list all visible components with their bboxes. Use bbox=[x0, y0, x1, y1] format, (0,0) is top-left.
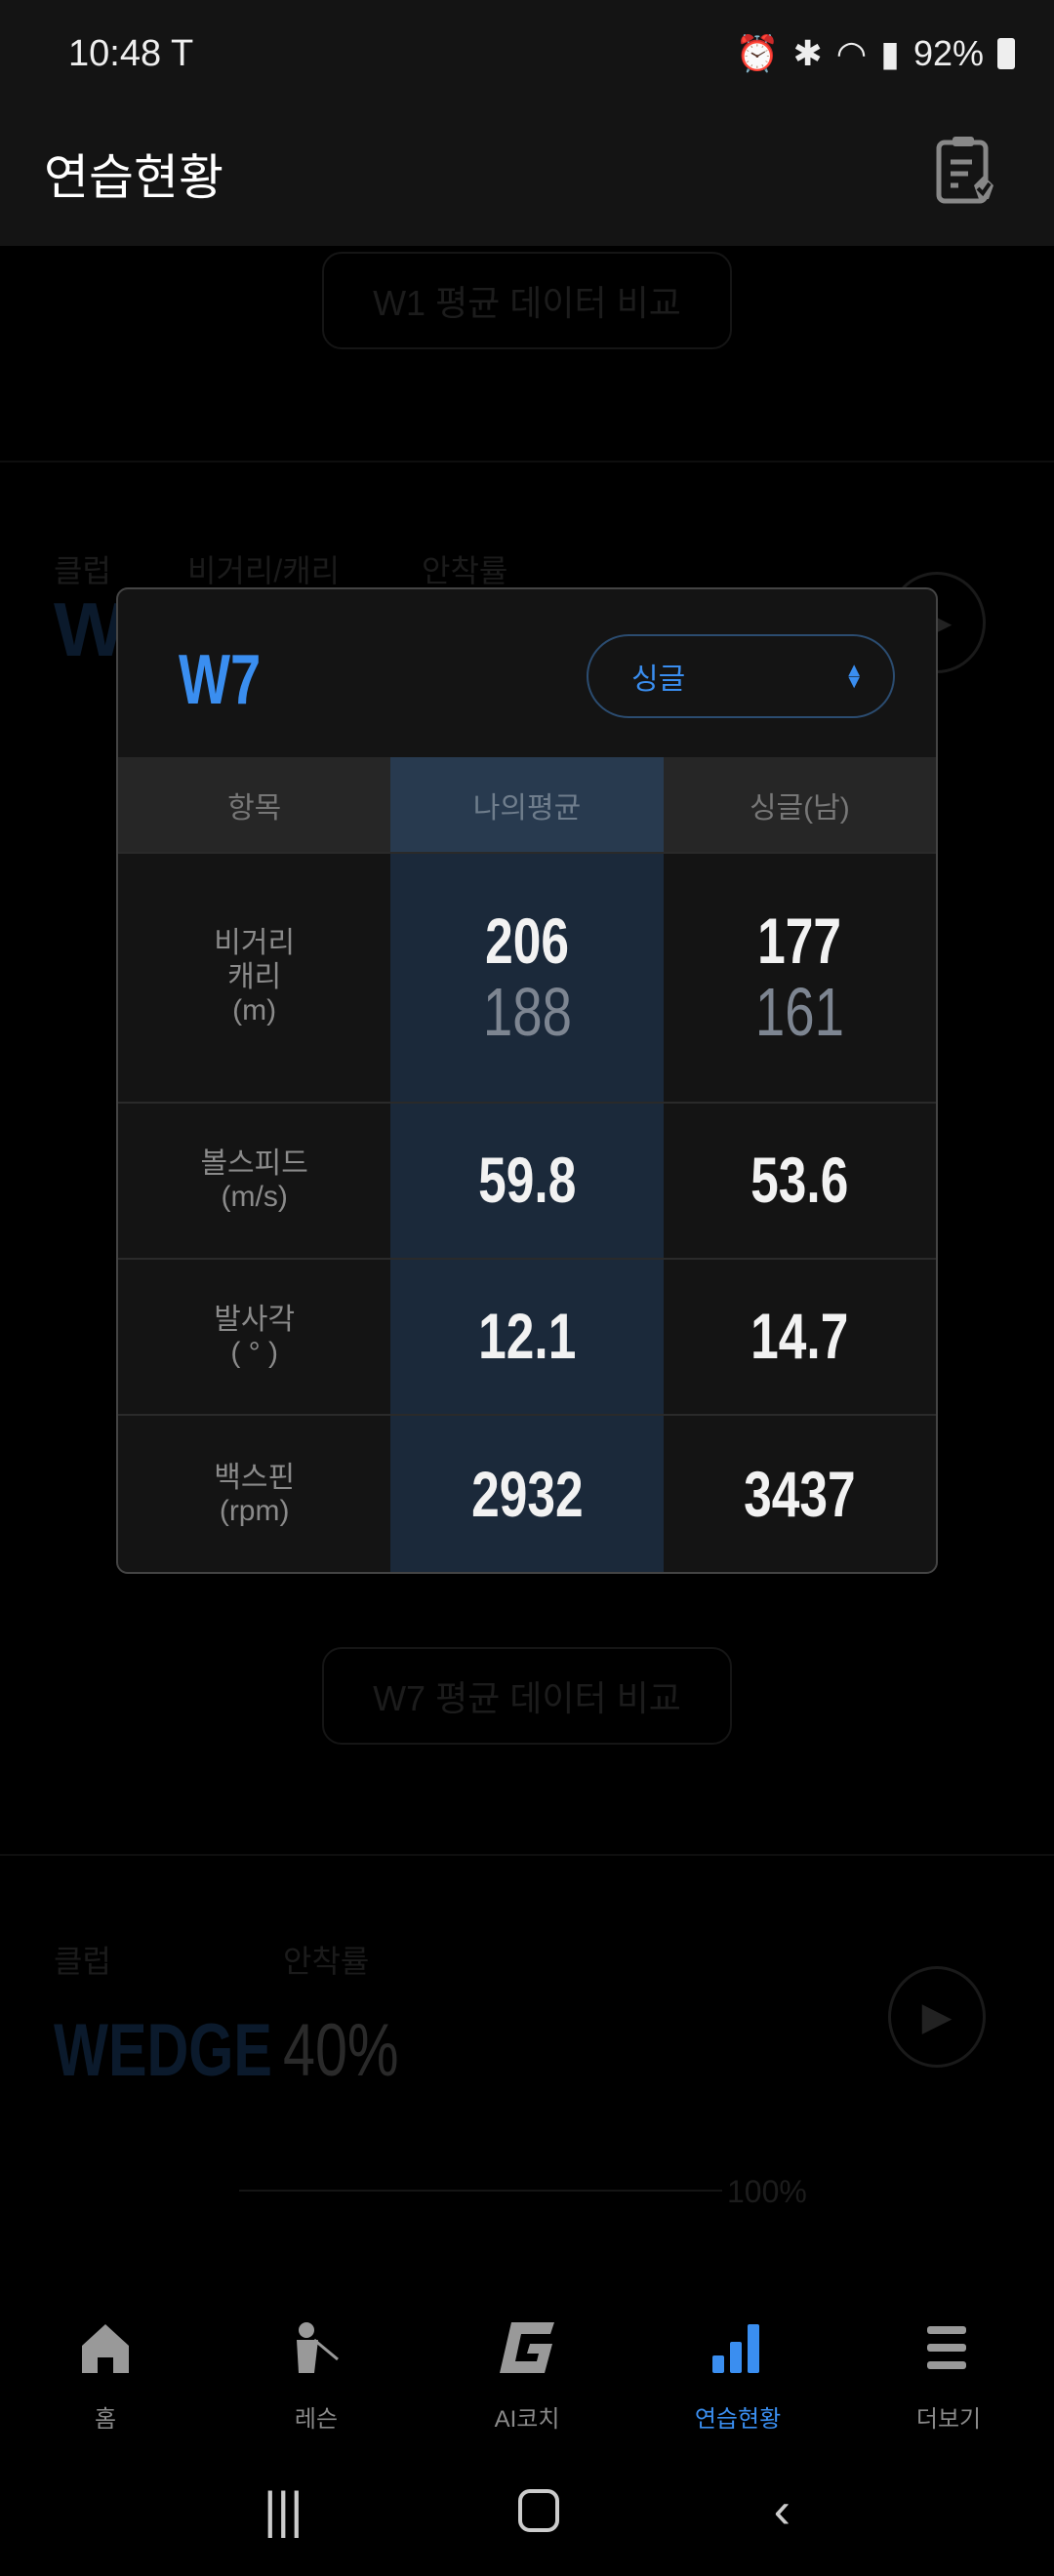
sort-arrows-icon: ▲ ▼ bbox=[844, 660, 864, 693]
nav-label: 홈 bbox=[94, 2406, 117, 2433]
label-club: 클럽 bbox=[54, 1944, 111, 1979]
nav-label: 레슨 bbox=[294, 2406, 339, 2433]
col-header-item: 항목 bbox=[118, 757, 391, 853]
col-header-reference: 싱글(남) bbox=[663, 757, 936, 853]
home-button-icon[interactable] bbox=[517, 2488, 559, 2532]
row-label-2: 캐리 bbox=[227, 960, 282, 993]
nav-label: 더보기 bbox=[915, 2406, 982, 2433]
row-unit: (m/s) bbox=[221, 1181, 288, 1213]
nav-home[interactable]: 홈 bbox=[0, 2274, 211, 2444]
ref-sub-value: 161 bbox=[754, 973, 844, 1050]
table-row: 발사각( ° ) 12.1 14.7 bbox=[118, 1258, 936, 1415]
table-row: 비거리 캐리 (m) 206 188 177 161 bbox=[118, 852, 936, 1103]
mine-value: 2932 bbox=[470, 1458, 584, 1531]
nav-ai-coach[interactable]: AI코치 bbox=[422, 2274, 632, 2444]
clipboard-check-icon[interactable] bbox=[935, 135, 997, 207]
divider bbox=[0, 461, 1054, 463]
back-icon[interactable]: ‹ bbox=[773, 2481, 790, 2539]
nav-label: AI코치 bbox=[494, 2406, 560, 2433]
bottom-nav: 홈 레슨 AI코치 연습현황 더보기 bbox=[0, 2274, 1054, 2444]
play-button[interactable]: ▶ bbox=[888, 1966, 986, 2068]
menu-icon bbox=[927, 2326, 966, 2369]
mine-value: 12.1 bbox=[477, 1300, 577, 1373]
label-distance: 비거리/캐리 bbox=[187, 553, 341, 588]
golfer-icon bbox=[297, 2322, 339, 2373]
table-row: 백스핀 (rpm) 2932 3437 bbox=[118, 1414, 936, 1572]
mine-value: 59.8 bbox=[477, 1144, 577, 1217]
page-title: 연습현황 bbox=[44, 150, 223, 205]
g-logo-icon bbox=[500, 2322, 554, 2373]
ref-value: 14.7 bbox=[750, 1300, 849, 1373]
progress-label: 100% bbox=[727, 2174, 807, 2209]
level-select-value: 싱글 bbox=[631, 664, 686, 696]
divider bbox=[0, 1854, 1054, 1856]
status-bar: 10:48 T ⏰ ✱ ◠ ▮ 92% bbox=[0, 0, 1054, 117]
row-label: 백스핀 bbox=[214, 1461, 296, 1494]
ref-value: 53.6 bbox=[750, 1144, 849, 1217]
label-accuracy: 안착률 bbox=[283, 1944, 370, 1979]
bar-chart-icon bbox=[712, 2324, 759, 2373]
app-header: 연습현황 bbox=[0, 117, 1054, 246]
w7-compare-button[interactable]: W7 평균 데이터 비교 bbox=[322, 1647, 732, 1745]
col-header-mine: 나의평균 bbox=[390, 757, 664, 853]
nav-label: 연습현황 bbox=[694, 2406, 782, 2433]
ref-value: 177 bbox=[757, 904, 842, 977]
row-unit: (m) bbox=[232, 994, 277, 1027]
mine-value: 206 bbox=[485, 904, 569, 977]
level-select[interactable]: 싱글 ▲ ▼ bbox=[587, 634, 895, 718]
nav-practice-status[interactable]: 연습현황 bbox=[632, 2274, 843, 2444]
progress-bar bbox=[239, 2190, 722, 2192]
label-club: 클럽 bbox=[54, 553, 111, 588]
mine-sub-value: 188 bbox=[482, 973, 572, 1050]
play-icon: ▶ bbox=[921, 1995, 953, 2038]
nav-more[interactable]: 더보기 bbox=[843, 2274, 1054, 2444]
accuracy-value: 40% bbox=[283, 2009, 399, 2092]
home-icon bbox=[82, 2324, 129, 2373]
row-unit: ( ° ) bbox=[230, 1337, 278, 1369]
bluetooth-icon: ✱ bbox=[792, 33, 823, 73]
wifi-icon: ◠ bbox=[835, 33, 868, 73]
comparison-modal: W7 싱글 ▲ ▼ 항목 나의평균 싱글(남) 비거리 캐리 (m) 206 188 1… bbox=[116, 587, 938, 1574]
battery-icon bbox=[997, 38, 1015, 69]
tesla-icon: T bbox=[170, 33, 194, 74]
label-accuracy: 안착률 bbox=[422, 553, 508, 588]
modal-club-name: W7 bbox=[179, 641, 262, 719]
w1-compare-button[interactable]: W1 평균 데이터 비교 bbox=[322, 252, 732, 349]
system-nav-bar: ||| ‹ bbox=[0, 2444, 1054, 2576]
club-name-wedge: WEDGE bbox=[54, 2009, 272, 2092]
table-row: 볼스피드 (m/s) 59.8 53.6 bbox=[118, 1102, 936, 1259]
nav-lesson[interactable]: 레슨 bbox=[211, 2274, 422, 2444]
status-time: 10:48 bbox=[68, 33, 162, 74]
alarm-icon: ⏰ bbox=[735, 33, 780, 73]
signal-icon: ▮ bbox=[880, 33, 900, 73]
row-label: 볼스피드 bbox=[200, 1147, 308, 1180]
row-label: 발사각 bbox=[214, 1303, 296, 1336]
comparison-table: 항목 나의평균 싱글(남) 비거리 캐리 (m) 206 188 177 161 볼스피… bbox=[118, 757, 936, 1572]
recent-apps-icon[interactable]: ||| bbox=[264, 2481, 304, 2539]
battery-percent: 92% bbox=[912, 33, 984, 73]
ref-value: 3437 bbox=[744, 1458, 856, 1531]
row-unit: (rpm) bbox=[219, 1495, 290, 1527]
row-label: 비거리 bbox=[214, 927, 296, 960]
